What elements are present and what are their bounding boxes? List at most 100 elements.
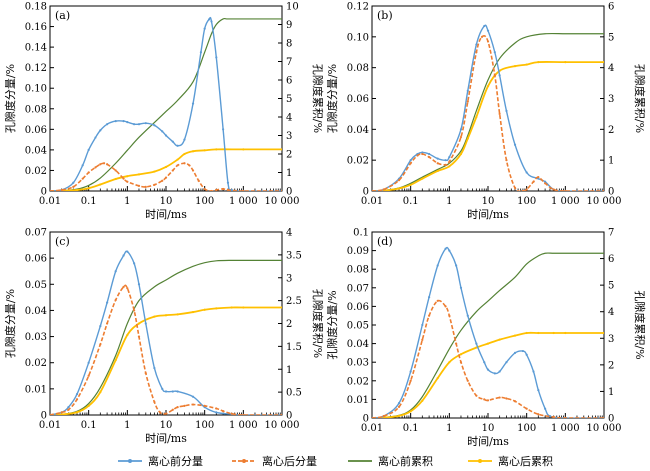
series-point-2 [164,176,168,179]
series-point-4 [525,331,528,335]
series-point-2 [126,180,129,183]
left-tick-label: 0 [363,187,369,198]
x-tick-label: 1 000 [229,196,258,207]
left-tick-label: 0.04 [347,339,369,350]
left-tick-label: 0.12 [25,63,47,74]
series-point-2 [505,397,508,400]
series-line-3 [372,32,604,191]
x-tick-label: 0.01 [361,423,383,434]
series-point-4 [409,410,412,413]
series-point-2 [81,177,84,180]
series-point-1 [75,392,79,396]
x-axis-label: 时间/ms [467,435,509,448]
series-point-2 [72,185,75,188]
right-tick-label: 3 [608,334,614,345]
series-point-4 [176,313,179,316]
left-tick-label: 0.16 [25,22,47,33]
series-point-1 [106,123,109,126]
series-point-1 [176,144,179,147]
series-point-1 [153,124,156,127]
series-point-1 [544,180,547,183]
series-point-2 [525,407,528,410]
panel-d: 0.01 0.1 1 10 100 1 000 10 00000.010.020.030.0… [325,228,647,449]
series-point-4 [421,399,424,402]
series-point-2 [552,415,555,418]
series-point-2 [183,162,186,165]
series-point-2 [397,405,401,408]
series-point-1 [191,102,195,105]
series-point-2 [475,51,478,54]
series-point-2 [525,188,528,191]
series-point-2 [537,176,540,179]
series-point-4 [87,187,90,190]
right-tick-label: 10 [286,2,299,13]
left-tick-label: 0.04 [347,125,369,136]
series-point-4 [153,315,156,318]
left-tick-label: 0.04 [25,145,47,156]
left-tick-label: 0.03 [347,358,369,369]
series-point-1 [114,120,117,123]
left-tick-label: 0.14 [25,43,47,54]
series-point-2 [409,379,412,382]
series-point-2 [137,335,141,338]
series-point-1 [448,155,451,159]
series-point-2 [552,188,555,191]
x-tick-label: 1 [446,423,452,434]
series-line-3 [372,252,604,418]
series-point-2 [133,309,136,312]
series-point-2 [94,166,97,169]
series-point-1 [421,323,424,327]
series-point-2 [122,285,125,288]
series-point-1 [99,325,102,328]
right-tick-label: 6 [608,254,614,265]
x-tick-label: 10 [160,420,173,431]
series-point-1 [466,89,469,92]
series-point-2 [106,322,109,325]
series-point-1 [498,74,501,77]
series-point-4 [75,411,79,414]
series-point-1 [544,407,547,410]
left-tick-label: 0 [41,411,47,422]
x-tick-label: 1 000 [551,196,580,207]
series-point-2 [480,35,484,38]
series-point-4 [183,152,186,156]
right-tick-label: 5 [608,32,614,43]
series-point-4 [498,338,501,341]
series-point-1 [475,43,478,46]
series-point-2 [210,189,213,191]
series-point-1 [505,109,508,112]
series-line-1 [372,24,604,191]
series-point-4 [280,148,282,151]
series-point-1 [459,286,463,289]
series-point-2 [521,189,525,191]
panel-a: 0.01 0.1 1 10 100 1 000 10 00000.020.040.060.0… [3,2,325,222]
right-tick-label: 0 [608,187,614,198]
right-tick-label: 3 [286,273,292,284]
series-point-1 [164,134,168,137]
series-point-2 [50,413,52,415]
left-tick-label: 0 [41,187,47,198]
legend-marker [242,459,246,463]
series-point-2 [87,374,90,377]
series-point-1 [525,353,528,356]
legend-marker [128,459,132,463]
series-point-2 [60,188,63,191]
legend-item: 离心前分量 [118,454,203,468]
x-tick-label: 100 [517,423,536,434]
series-point-4 [525,63,528,66]
series-point-2 [188,164,191,167]
series-point-1 [137,123,141,126]
series-point-1 [409,159,412,162]
series-point-2 [428,155,431,159]
x-tick-label: 10 000 [587,196,622,207]
left-tick-label: 0.1 [353,228,369,239]
left-tick-label: 0.02 [347,156,369,167]
series-point-2 [60,411,63,414]
series-point-1 [144,122,147,125]
series-point-4 [397,187,401,190]
series-point-4 [513,334,517,337]
series-point-2 [466,100,469,103]
series-point-2 [382,188,385,191]
legend: 离心前分量 离心后分量 离心前累积 离心后累积 [118,454,553,468]
series-point-1 [498,370,501,373]
